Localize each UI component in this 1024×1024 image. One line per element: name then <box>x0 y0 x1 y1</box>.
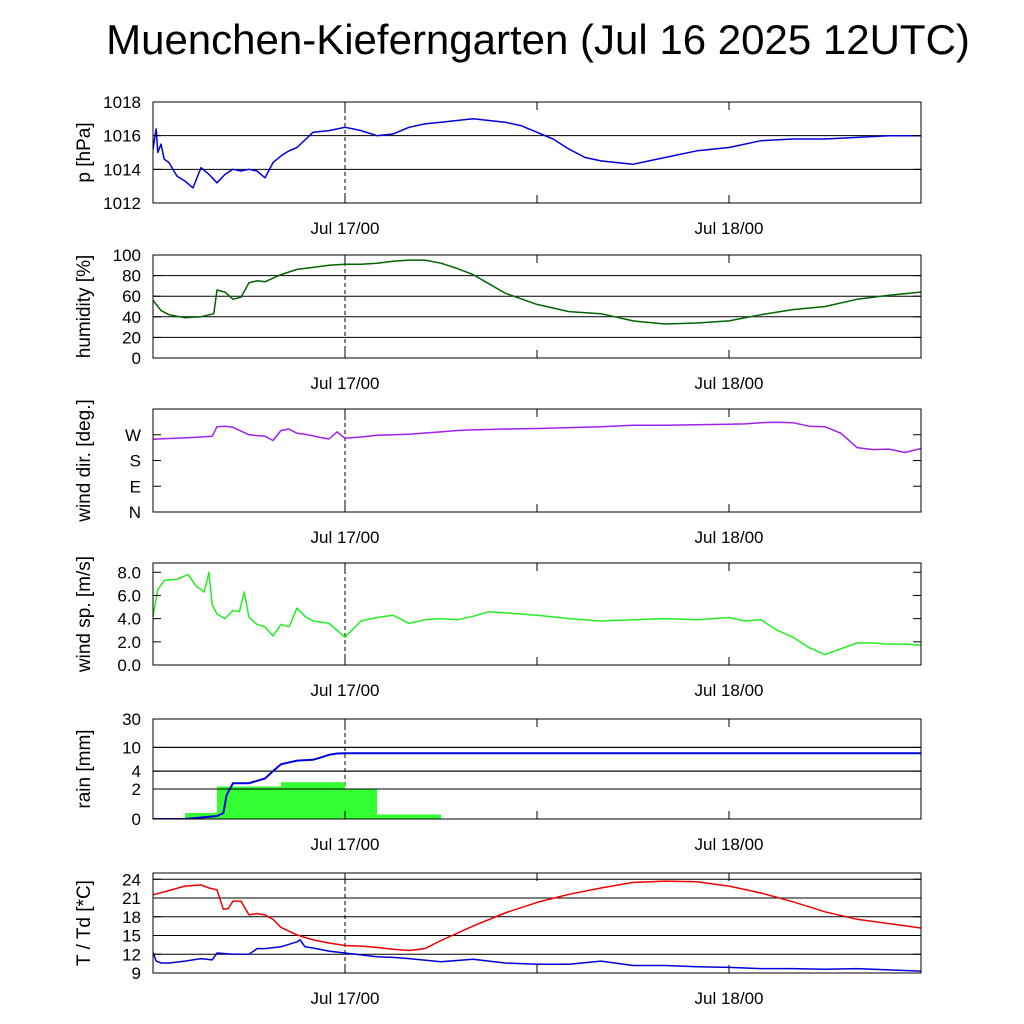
y-tick-label: 4.0 <box>117 610 141 629</box>
plot-area-pressure <box>153 118 921 189</box>
panel-wind_speed: 0.0 2.0 4.0 6.0 8.0 Jul 17/00 Jul 18/00 wind sp… <box>74 556 922 700</box>
plot-area-temperature <box>153 880 921 972</box>
y-tick-label: 24 <box>122 870 141 889</box>
temperature-series-dewpoint <box>153 939 921 972</box>
humidity-series-humidity <box>153 259 921 325</box>
rain-bar <box>345 789 377 819</box>
y-tick-label: 9 <box>132 964 141 983</box>
y-tick-label: 18 <box>122 908 141 927</box>
y-tick-label: 1018 <box>103 93 141 112</box>
plot-area-humidity <box>153 259 921 325</box>
y-tick-label: 40 <box>122 308 141 327</box>
y-tick-label: 80 <box>122 267 141 286</box>
y-axis-label: p [hPa] <box>74 122 95 182</box>
y-tick-label: 2 <box>132 780 141 799</box>
wind_speed-series-wind_speed <box>153 571 921 656</box>
rain-bar <box>185 813 217 819</box>
y-tick-label: 0.0 <box>117 656 141 675</box>
y-tick-label: N <box>129 503 141 522</box>
x-tick-label: Jul 17/00 <box>311 374 380 393</box>
y-tick-label: 15 <box>122 927 141 946</box>
panel-rain: 0 24 10 30 Jul 17/00 Jul 18/00 rain [mm] <box>74 710 922 854</box>
plot-area-wind_direction <box>153 421 921 454</box>
y-tick-label: 2.0 <box>117 633 141 652</box>
x-tick-label: Jul 18/00 <box>695 835 764 854</box>
x-tick-label: Jul 17/00 <box>311 219 380 238</box>
y-axis-label: wind sp. [m/s] <box>74 556 95 673</box>
wind_direction-series-wind_dir <box>153 421 921 454</box>
y-tick-label: 0 <box>132 810 141 829</box>
rain-bar <box>377 814 441 819</box>
y-tick-label: 100 <box>113 246 141 265</box>
x-tick-label: Jul 17/00 <box>311 835 380 854</box>
y-tick-label: S <box>130 452 141 471</box>
x-tick-label: Jul 18/00 <box>695 528 764 547</box>
y-tick-label: W <box>125 426 141 445</box>
panel-frame <box>152 101 922 204</box>
panel-frame <box>152 562 922 666</box>
x-tick-label: Jul 18/00 <box>695 989 764 1008</box>
x-tick-label: Jul 18/00 <box>695 374 764 393</box>
y-axis-label: rain [mm] <box>74 729 95 808</box>
rain-accumulated-line <box>153 752 921 819</box>
y-tick-label: 8.0 <box>117 563 141 582</box>
y-tick-label: 10 <box>122 738 141 757</box>
rain-bar <box>281 782 345 819</box>
panel-pressure: 1012 1014 1016 1018 Jul 17/00 Jul 18/00 p [hPa… <box>74 93 922 238</box>
y-tick-label: E <box>130 477 141 496</box>
y-tick-label: 12 <box>122 945 141 964</box>
chart-title: Muenchen-Kieferngarten (Jul 16 2025 12UT… <box>106 16 970 63</box>
x-tick-label: Jul 17/00 <box>311 528 380 547</box>
x-tick-label: Jul 17/00 <box>311 989 380 1008</box>
plot-area-rain <box>153 746 921 819</box>
x-tick-label: Jul 18/00 <box>695 219 764 238</box>
y-axis-label: wind dir. [deg.] <box>74 399 95 523</box>
y-tick-label: 6.0 <box>117 586 141 605</box>
rain-bar <box>217 786 281 819</box>
y-tick-label: 21 <box>122 889 141 908</box>
y-axis-label: T / Td [*C] <box>74 880 95 966</box>
plot-area-wind_speed <box>153 571 921 656</box>
x-tick-label: Jul 18/00 <box>695 681 764 700</box>
y-tick-label: 20 <box>122 328 141 347</box>
y-axis-label: humidity [%] <box>74 255 95 358</box>
pressure-series-pressure <box>153 118 921 189</box>
y-tick-label: 30 <box>122 710 141 729</box>
x-tick-label: Jul 17/00 <box>311 681 380 700</box>
panel-frame <box>152 408 922 513</box>
y-tick-label: 1012 <box>103 194 141 213</box>
panel-frame <box>152 872 922 974</box>
y-tick-label: 60 <box>122 287 141 306</box>
y-tick-label: 1014 <box>103 160 141 179</box>
y-tick-label: 1016 <box>103 127 141 146</box>
y-tick-label: 4 <box>132 762 141 781</box>
panel-frame <box>152 254 922 359</box>
temperature-series-temperature <box>153 880 921 952</box>
y-tick-label: 0 <box>132 349 141 368</box>
